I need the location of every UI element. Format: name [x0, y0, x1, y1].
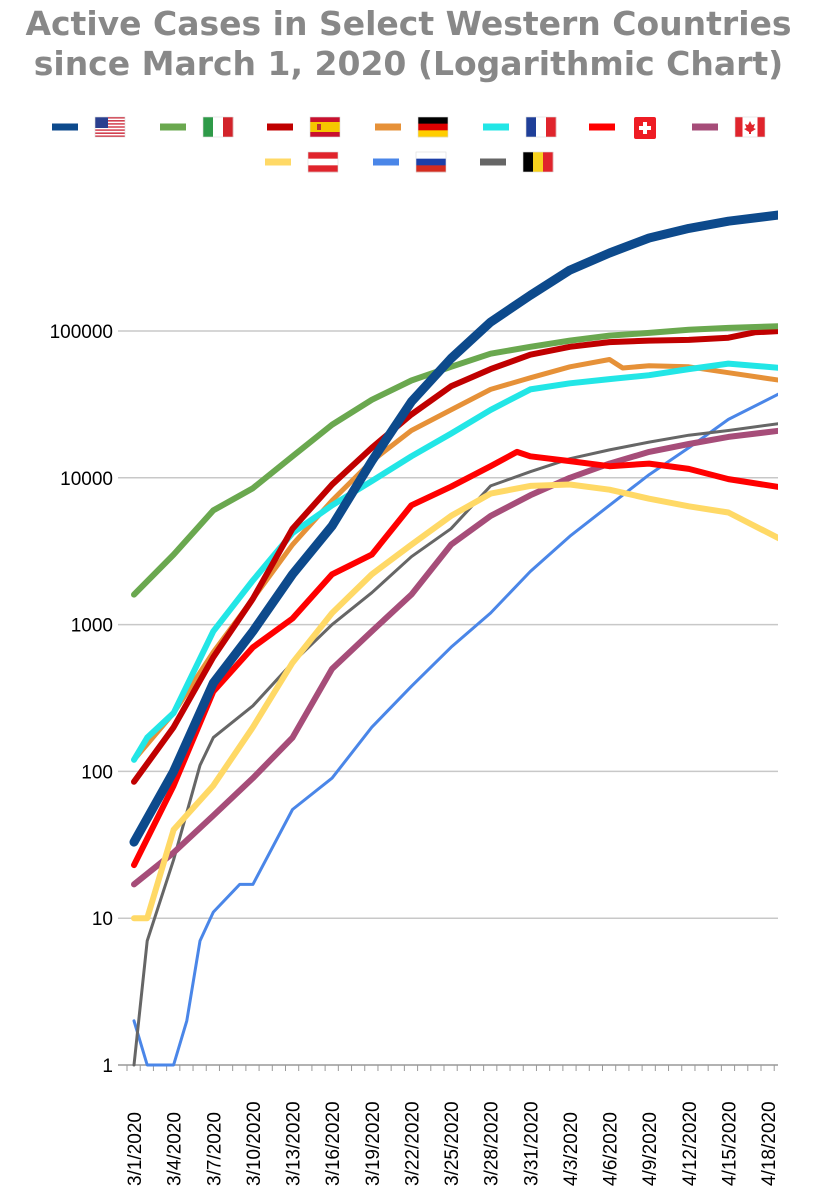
y-tick-label: 10000 [60, 469, 113, 490]
y-tick-label: 1000 [71, 616, 113, 637]
x-tick-label: 3/25/2020 [442, 1101, 463, 1186]
series-line-at [131, 481, 778, 922]
flag-ca-icon [734, 116, 766, 138]
x-tick-label: 4/15/2020 [719, 1101, 740, 1186]
legend-item-us [52, 116, 126, 138]
chart-title-line-1: Active Cases in Select Western Countries [25, 4, 792, 43]
chart-title: Active Cases in Select Western Countries… [0, 4, 817, 84]
x-tick-label: 4/18/2020 [759, 1101, 780, 1186]
legend-item-it [160, 116, 234, 138]
series-line-ch [131, 448, 778, 869]
x-tick-label: 3/10/2020 [244, 1101, 265, 1186]
legend-item-be [480, 151, 554, 173]
x-tick-label: 3/1/2020 [125, 1112, 146, 1186]
x-axis: 3/1/2020 3/4/2020 3/7/2020 3/10/2020 3/13/20… [125, 1065, 780, 1186]
flag-ru-icon [415, 151, 447, 173]
chart-legend [52, 116, 766, 173]
series-line-fr [131, 360, 778, 763]
flag-ch-icon [634, 117, 656, 139]
x-tick-label: 3/19/2020 [363, 1101, 384, 1186]
series-line-de [131, 357, 778, 763]
y-tick-label: 1 [102, 1056, 113, 1077]
legend-item-ru [373, 151, 447, 173]
x-tick-label: 3/4/2020 [165, 1112, 186, 1186]
series-line-es [131, 328, 778, 785]
flag-es-icon [309, 116, 341, 138]
x-tick-label: 4/12/2020 [680, 1101, 701, 1186]
chart-title-line-2: since March 1, 2020 (Logarithmic Chart) [33, 44, 784, 83]
x-tick-label: 3/31/2020 [521, 1101, 542, 1186]
y-axis: 1 10 100 1000 10000 100000 [50, 322, 778, 1077]
x-tick-label: 4/3/2020 [561, 1112, 582, 1186]
y-tick-label: 10 [92, 909, 113, 930]
x-tick-label: 4/9/2020 [640, 1112, 661, 1186]
flag-it-icon [202, 116, 234, 138]
series-line-us [129, 210, 778, 847]
y-tick-label: 100 [81, 762, 113, 783]
chart-series [129, 210, 778, 1067]
x-tick-label: 4/6/2020 [601, 1112, 622, 1186]
x-tick-label: 3/7/2020 [204, 1112, 225, 1186]
legend-item-ca [692, 116, 766, 138]
legend-item-ch [589, 117, 656, 139]
x-tick-label: 3/22/2020 [402, 1101, 423, 1186]
legend-item-de [375, 116, 449, 138]
x-tick-label: 3/16/2020 [323, 1101, 344, 1186]
flag-de-icon [417, 116, 449, 138]
series-line-ru [132, 392, 778, 1067]
flag-us-icon [94, 116, 126, 138]
legend-item-fr [483, 116, 557, 138]
flag-fr-icon [525, 116, 557, 138]
series-line-ca [131, 427, 778, 888]
legend-item-at [265, 151, 339, 173]
x-tick-label: 3/28/2020 [482, 1101, 503, 1186]
flag-be-icon [522, 151, 554, 173]
series-line-it [131, 323, 778, 598]
x-tick-label: 3/13/2020 [284, 1101, 305, 1186]
series-line-be [132, 422, 778, 1067]
legend-item-es [267, 116, 341, 138]
flag-at-icon [307, 151, 339, 173]
y-tick-label: 100000 [50, 322, 113, 343]
